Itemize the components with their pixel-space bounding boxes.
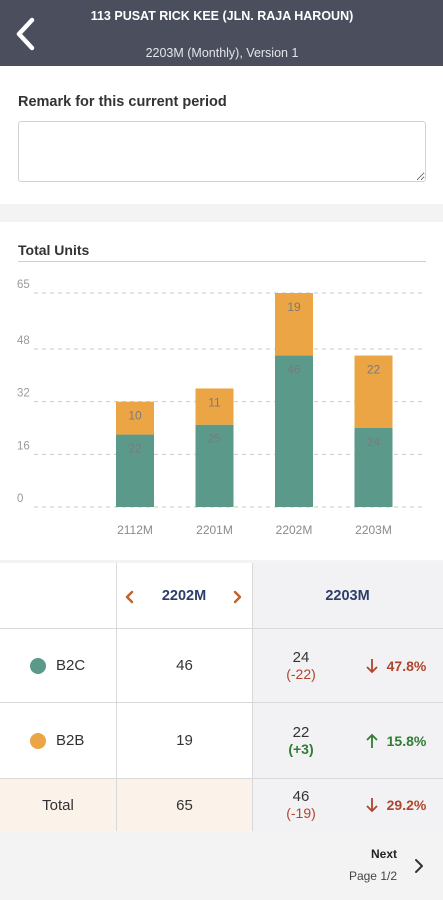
bar-value-label: 22: [128, 442, 142, 456]
chevron-right-icon: [415, 859, 423, 873]
chevron-left-icon: [16, 17, 35, 51]
row-label-b2c: B2C: [0, 629, 116, 702]
bar-value-label: 10: [128, 409, 142, 423]
y-tick-label: 32: [17, 388, 30, 400]
prev-period-header: 2202M: [161, 587, 207, 604]
bar-b2b-2203M[interactable]: [354, 355, 393, 428]
bar-value-label: 25: [208, 432, 222, 446]
curr-value: 46: [292, 788, 310, 805]
bar-b2b-2202M[interactable]: [275, 293, 313, 356]
arrow-down-icon: [366, 798, 378, 813]
table-divider: [0, 778, 443, 779]
chart-section: 0 16 32 48 65 22 10 2112M 25 11 2201M 46 19 2202M 24 22…: [0, 222, 443, 560]
row-label-total: Total: [42, 796, 74, 814]
b2c-curr-value: 24 (-22): [253, 629, 349, 702]
bar-b2c-2203M[interactable]: [354, 427, 393, 507]
remark-input[interactable]: [18, 121, 426, 182]
bar-value-label: 19: [287, 300, 301, 314]
total-curr-value: 46 (-19): [253, 779, 349, 831]
chevron-right-icon: [233, 590, 242, 604]
y-tick-label: 16: [17, 440, 30, 452]
total-units-chart: 0 16 32 48 65 22 10 2112M 25 11 2201M 46 19 2202M 24 22…: [17, 279, 426, 537]
b2c-change-pct: 47.8%: [348, 629, 443, 702]
page-title: 113 PUSAT RICK KEE (JLN. RAJA HAROUN): [90, 9, 354, 23]
curr-value: 22: [292, 723, 310, 741]
total-prev-value: 65: [176, 796, 193, 814]
table-divider: [252, 563, 253, 831]
table-divider: [116, 563, 117, 831]
x-tick-label: 2112M: [117, 523, 153, 537]
arrow-down-icon: [366, 658, 378, 673]
table-divider: [0, 628, 443, 629]
chart-title: Total Units: [18, 242, 90, 258]
bar-b2c-2202M[interactable]: [275, 355, 313, 507]
bar-value-label: 46: [287, 363, 301, 377]
comparison-table: 2202M 2203M B2C 46 24 (-22) 47.8% B2B 19…: [0, 563, 443, 831]
bar-value-label: 24: [367, 435, 381, 449]
y-tick-label: 65: [17, 279, 30, 291]
remark-section: Remark for this current period: [0, 66, 443, 204]
next-period-button[interactable]: [225, 585, 249, 609]
b2c-prev-value: 46: [176, 657, 193, 674]
b2b-curr-value: 22 (+3): [253, 703, 349, 778]
remark-label: Remark for this current period: [18, 94, 227, 110]
bar-value-label: 11: [208, 395, 221, 409]
b2b-change-pct: 15.8%: [348, 703, 443, 778]
page-subtitle: 2203M (Monthly), Version 1: [145, 46, 299, 60]
x-tick-label: 2203M: [355, 523, 392, 537]
bar-b2c-2112M[interactable]: [116, 434, 154, 507]
x-tick-label: 2202M: [276, 523, 313, 537]
bar-value-label: 22: [367, 363, 381, 377]
curr-value: 24: [292, 648, 310, 666]
row-label-text: B2B: [56, 732, 85, 749]
total-row-current-background: [252, 778, 443, 831]
total-change-pct: 29.2%: [348, 779, 443, 831]
bar-b2b-2112M[interactable]: [116, 401, 154, 435]
total-row-background: [0, 778, 252, 831]
b2b-legend-dot: [30, 732, 46, 749]
bar-b2c-2201M[interactable]: [195, 424, 234, 507]
app-header: 113 PUSAT RICK KEE (JLN. RAJA HAROUN) 22…: [0, 0, 443, 66]
arrow-up-icon: [366, 733, 378, 748]
y-tick-label: 0: [17, 493, 23, 505]
row-label-b2b: B2B: [0, 703, 116, 778]
page-indicator: Page 1/2: [348, 869, 397, 883]
prev-period-button[interactable]: [118, 585, 142, 609]
y-tick-label: 48: [17, 335, 30, 347]
delta-value: (-19): [286, 805, 316, 821]
delta-value: (-22): [286, 665, 316, 682]
curr-period-header: 2203M: [325, 587, 370, 604]
delta-value: (+3): [288, 740, 314, 757]
next-label: Next: [370, 847, 397, 861]
pct-value: 15.8%: [386, 732, 427, 749]
next-page-button[interactable]: Next Page 1/2: [311, 843, 431, 887]
pct-value: 47.8%: [386, 657, 427, 674]
back-button[interactable]: [10, 14, 44, 54]
b2c-legend-dot: [30, 657, 46, 674]
table-divider: [0, 702, 443, 703]
chart-title-divider: [18, 261, 426, 262]
pct-value: 29.2%: [386, 797, 427, 813]
b2b-prev-value: 19: [176, 732, 193, 749]
chevron-left-icon: [125, 590, 134, 604]
row-label-text: B2C: [56, 657, 86, 674]
x-tick-label: 2201M: [196, 523, 233, 537]
bar-b2b-2201M[interactable]: [195, 388, 234, 425]
